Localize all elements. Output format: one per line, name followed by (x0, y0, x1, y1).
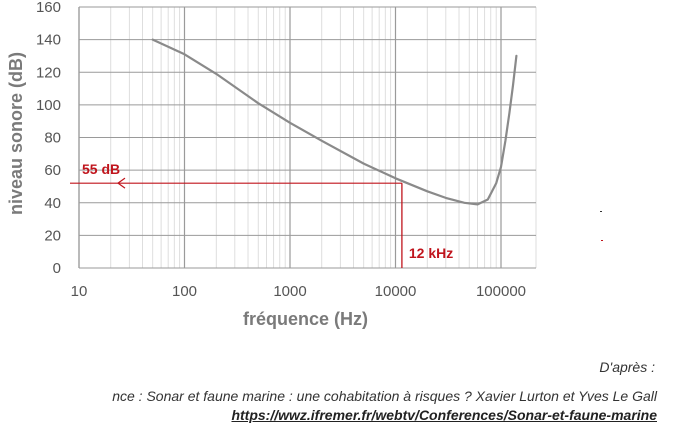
source-url-link[interactable]: https://wwz.ifremer.fr/webtv/Conferences… (231, 407, 657, 423)
x-tick-label: 1000 (273, 283, 306, 300)
annotation-55db-label: 55 dB (82, 161, 120, 177)
y-tick-label: 20 (44, 227, 61, 244)
grid (78, 6, 537, 269)
series (151, 38, 518, 206)
x-tick-label: 100000 (476, 283, 526, 300)
stray-mark (600, 211, 602, 212)
y-axis-label: niveau sonore (dB) (6, 52, 26, 215)
series-line (151, 38, 518, 206)
annotations: 55 dB 12 kHz (70, 161, 453, 268)
source-after-label: D'après : (599, 359, 655, 375)
stray-mark (601, 240, 603, 241)
y-tick-label: 80 (44, 130, 61, 147)
y-tick-label: 160 (36, 0, 61, 16)
y-tick-label: 0 (53, 260, 61, 277)
annotation-arrowhead (116, 177, 126, 189)
annotation-12khz-label: 12 kHz (409, 245, 453, 261)
y-tick-label: 120 (36, 64, 61, 81)
y-tick-label: 40 (44, 195, 61, 212)
y-tick-labels: 0 20 40 60 80 100 120 140 160 (36, 0, 61, 277)
x-tick-label: 10000 (375, 283, 417, 300)
y-tick-label: 140 (36, 32, 61, 49)
x-tick-label: 10 (71, 283, 88, 300)
x-axis-label: fréquence (Hz) (243, 309, 368, 329)
y-tick-label: 60 (44, 162, 61, 179)
x-tick-labels: 10 100 1000 10000 100000 (71, 283, 526, 300)
y-tick-label: 100 (36, 97, 61, 114)
x-tick-label: 100 (172, 283, 197, 300)
source-credit: nce : Sonar et faune marine : une cohabi… (112, 388, 657, 404)
